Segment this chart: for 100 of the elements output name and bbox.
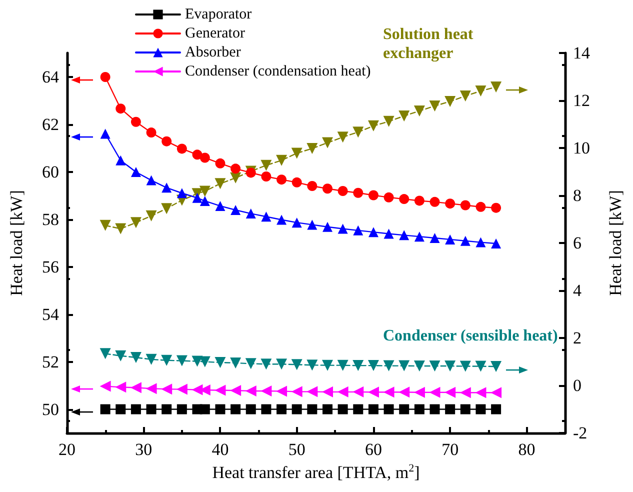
y-tick-label: 62 (42, 114, 59, 134)
point (116, 404, 126, 414)
point (291, 386, 302, 398)
point (338, 404, 348, 414)
point (200, 196, 210, 206)
y-tick-label: 60 (42, 162, 59, 182)
point (322, 184, 332, 194)
x-tick-label: 40 (212, 440, 229, 459)
point (214, 356, 226, 368)
point (291, 359, 302, 370)
point (292, 177, 302, 188)
point (414, 196, 424, 206)
point (306, 386, 318, 398)
point (384, 228, 394, 239)
y2-tick-label: -2 (573, 424, 588, 442)
point (276, 404, 287, 414)
point (161, 384, 172, 395)
y2-tick-label: 4 (573, 281, 582, 300)
point (460, 236, 470, 246)
point (260, 358, 272, 370)
point (368, 386, 379, 398)
point (100, 404, 110, 414)
y-tick-label: 58 (42, 210, 59, 229)
point (276, 386, 288, 397)
point (306, 142, 318, 154)
point (445, 404, 456, 414)
point (246, 208, 256, 219)
point (322, 360, 333, 371)
point (115, 223, 126, 234)
x-tick-label: 20 (58, 440, 76, 459)
point (146, 175, 156, 186)
point (146, 210, 157, 222)
point (414, 232, 424, 242)
point (322, 386, 333, 398)
point (490, 81, 502, 92)
point (476, 404, 486, 414)
point (276, 358, 288, 370)
point (130, 166, 141, 177)
y2-tick-label: 14 (573, 44, 590, 62)
point (291, 148, 302, 159)
point (476, 237, 486, 248)
point (338, 186, 348, 196)
point (100, 220, 111, 231)
point (176, 144, 187, 154)
point (444, 360, 456, 372)
point (307, 404, 318, 414)
point (322, 404, 332, 414)
point (307, 181, 318, 191)
point (322, 222, 332, 232)
y2-tick-label: 10 (573, 138, 590, 158)
point (192, 192, 202, 203)
point (368, 190, 378, 200)
point (215, 200, 226, 211)
point (130, 217, 142, 228)
point (430, 404, 440, 414)
point (261, 212, 272, 222)
point (352, 386, 364, 398)
point (276, 174, 287, 185)
point (100, 380, 111, 392)
point (245, 385, 256, 396)
point (353, 188, 364, 198)
x-tick-label: 30 (135, 440, 152, 459)
point (214, 384, 226, 396)
point (430, 196, 440, 207)
point (176, 355, 188, 366)
point (444, 386, 456, 398)
y-axis-title: Heat load [kW] (7, 190, 26, 296)
point (130, 116, 141, 127)
point (399, 230, 410, 240)
point (352, 360, 364, 372)
point (214, 178, 226, 190)
point (115, 350, 126, 362)
point (383, 360, 394, 372)
point (261, 404, 272, 414)
y-tick-label: 54 (42, 304, 60, 324)
point (414, 386, 425, 398)
point (430, 233, 440, 244)
y2-tick-label: 6 (573, 234, 582, 252)
point (398, 386, 410, 398)
point (460, 200, 470, 210)
point (230, 404, 241, 414)
point (460, 90, 471, 102)
point (353, 225, 364, 236)
series-label: Condenser (sensible heat) (383, 328, 558, 344)
point (384, 404, 394, 414)
point (146, 128, 156, 138)
point (445, 234, 456, 244)
point (192, 356, 203, 367)
point (414, 360, 425, 372)
point (162, 136, 172, 146)
point (399, 194, 410, 204)
y2-tick-label: 0 (573, 376, 582, 395)
point (475, 360, 486, 372)
point (230, 384, 242, 396)
point (444, 96, 456, 107)
point (490, 387, 502, 398)
point (215, 158, 226, 168)
y2-tick-label: 8 (573, 186, 582, 205)
y-tick-label: 52 (42, 352, 59, 372)
point (260, 385, 272, 396)
